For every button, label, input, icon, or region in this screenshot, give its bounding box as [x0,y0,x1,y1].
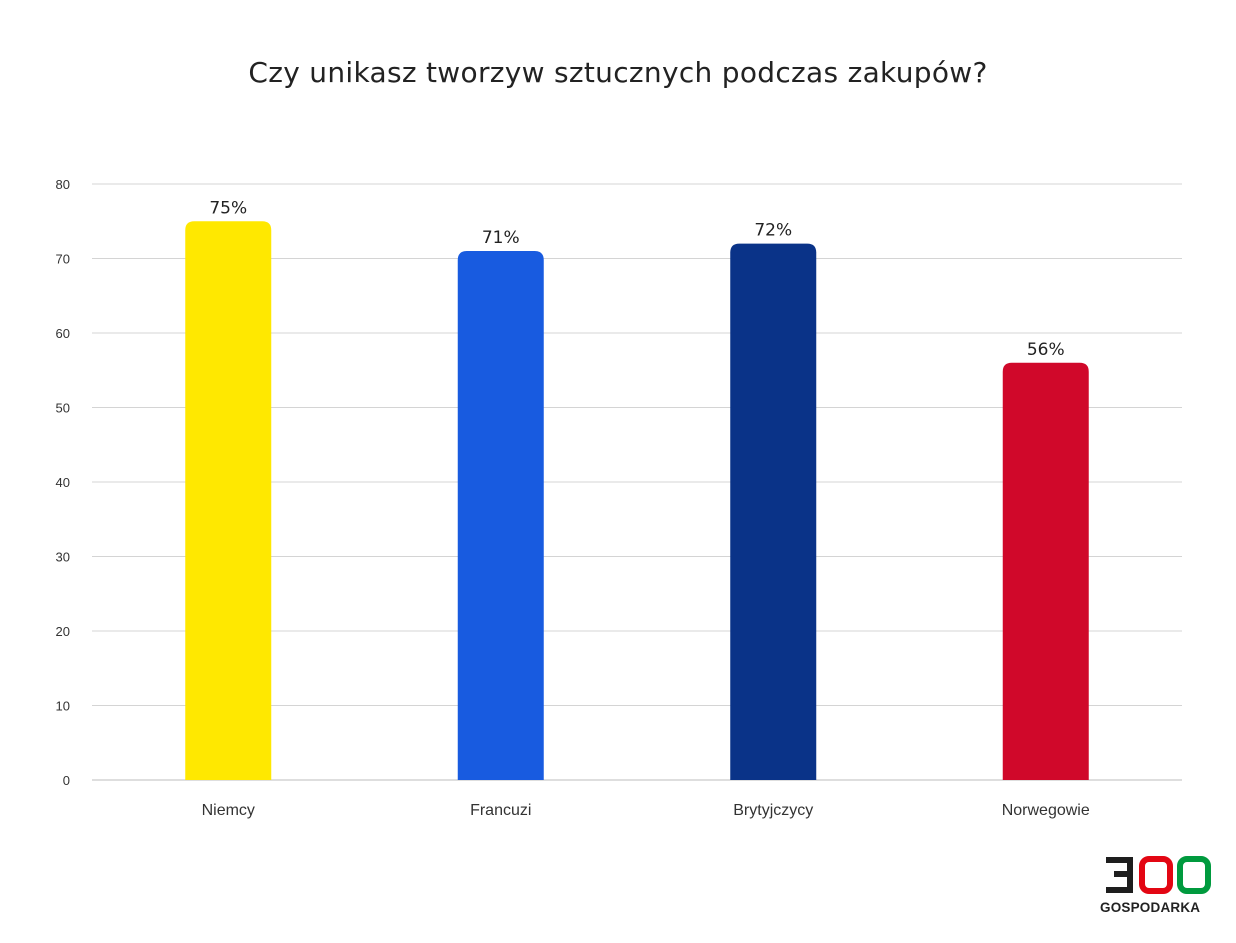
gridlines [92,183,1182,781]
data-label-francuzi: 71% [482,228,520,248]
bar-niemcy [185,221,272,780]
category-label-niemcy: Niemcy [202,802,255,819]
y-tick-label-40: 40 [56,475,70,490]
brand-logo: GOSPODARKA [1100,852,1218,922]
data-label-norwegowie: 56% [1027,340,1065,360]
data-label-brytyjczycy: 72% [754,221,792,241]
chart-title: Czy unikasz tworzyw sztucznych podczas z… [248,56,988,89]
y-tick-label-10: 10 [56,699,70,714]
y-tick-label-60: 60 [56,326,70,341]
y-tick-label-70: 70 [56,252,70,267]
y-axis-ticks: 0 10 20 30 40 50 60 70 80 [56,177,70,788]
y-tick-label-20: 20 [56,624,70,639]
bar-brytyjczycy [730,243,817,781]
category-label-brytyjczycy: Brytyjczycy [733,802,813,819]
category-label-norwegowie: Norwegowie [1002,802,1090,819]
bars [185,221,1089,781]
data-label-niemcy: 75% [209,198,247,218]
y-tick-label-50: 50 [56,401,70,416]
category-label-francuzi: Francuzi [470,802,531,819]
y-tick-label-80: 80 [56,177,70,192]
y-tick-label-30: 30 [56,550,70,565]
bar-francuzi [457,251,544,781]
logo-300-icon [1106,856,1211,894]
data-labels: 75% 71% 72% 56% [209,198,1064,360]
y-tick-label-0: 0 [63,773,70,788]
category-labels: Niemcy Francuzi Brytyjczycy Norwegowie [202,802,1090,819]
bar-norwegowie [1002,362,1089,780]
logo-text: GOSPODARKA [1100,900,1201,915]
